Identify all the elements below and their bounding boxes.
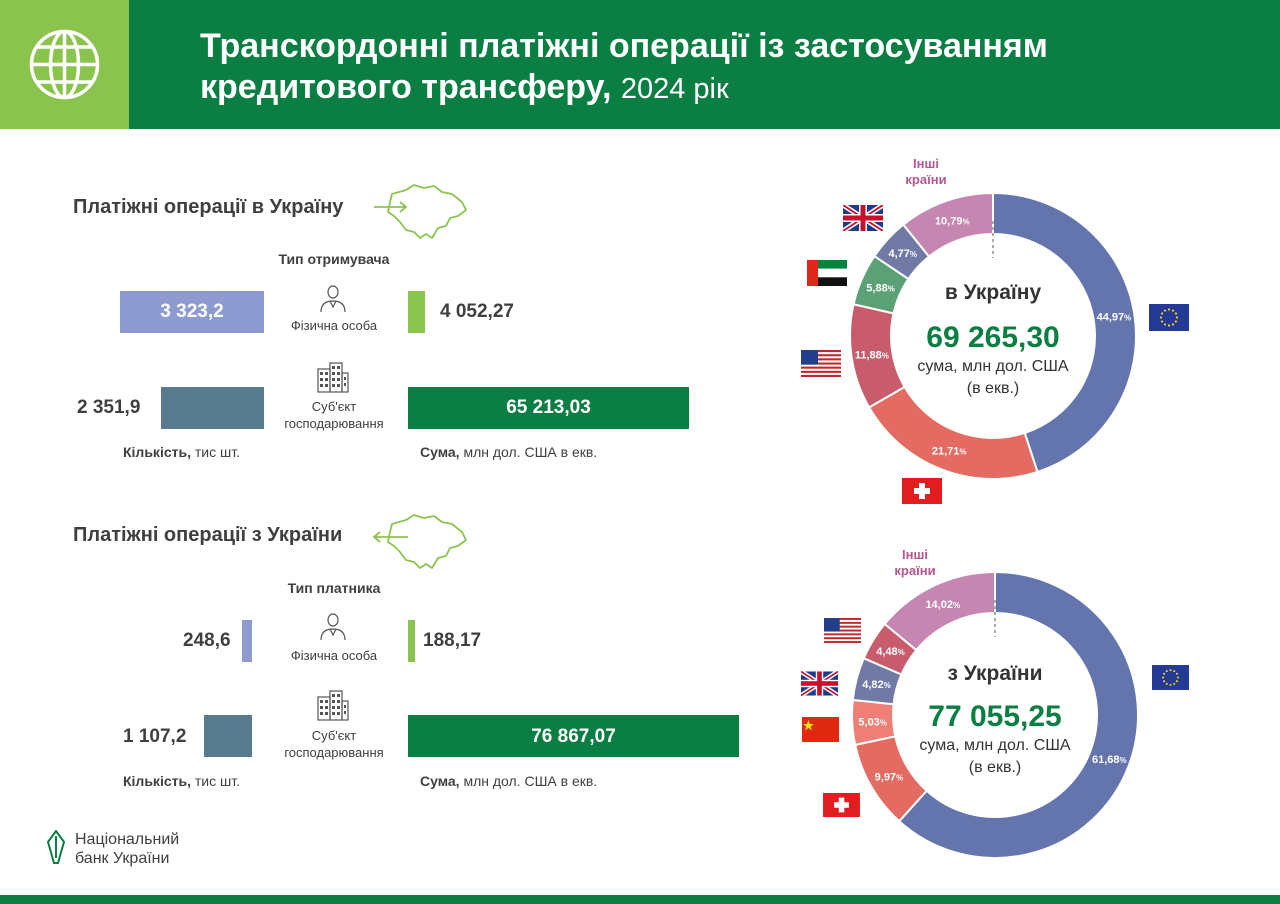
eu-flag-icon — [1152, 665, 1189, 690]
incoming-donut-total: 69 265,30 — [926, 321, 1060, 354]
outgoing-sum-business-bar — [408, 715, 739, 757]
incoming-section-title: Платіжні операції в Україну — [73, 196, 344, 218]
switzerland-flag-icon — [902, 478, 942, 504]
building-icon — [317, 690, 349, 721]
outgoing-section-title: Платіжні операції з України — [73, 524, 343, 546]
nbu-logo-text: Національний банк України — [75, 830, 179, 868]
other-label-line2: країни — [894, 563, 936, 578]
outgoing-count-individual-bar — [242, 620, 252, 662]
incoming-sum-individual-bar — [408, 291, 425, 333]
ukraine-map-arrow-in-icon — [374, 184, 467, 239]
individual-label: Фізична особа — [290, 648, 378, 663]
incoming-count-caption-rest: тис шт. — [190, 444, 240, 460]
incoming-sum-business-value: 65 213,03 — [506, 397, 591, 418]
nbu-name-line2: банк України — [75, 850, 170, 867]
outgoing-donut-title: з України — [947, 662, 1043, 685]
globe-icon — [29, 29, 100, 100]
donut-slice-label-gb: 4,82% — [862, 679, 891, 691]
incoming-sum-caption-rest: млн дол. США в екв. — [459, 444, 598, 460]
donut-slice-eu — [992, 191, 1137, 474]
ukraine-map-arrow-out-icon — [372, 514, 467, 569]
incoming-count-caption-bold: Кількість, — [123, 444, 191, 460]
donut-slice-label-ch: 21,71% — [932, 445, 967, 457]
outgoing-donut-total: 77 055,25 — [928, 700, 1062, 733]
incoming-donut-unit-line2: (в екв.) — [966, 380, 1020, 397]
usa-flag-icon — [824, 618, 861, 643]
incoming-donut-center: в Україну 69 265,30 сума, млн дол. США (… — [893, 281, 1093, 399]
incoming-count-individual-bar — [120, 291, 264, 333]
outgoing-count-caption: Кількість, тис шт. — [123, 773, 240, 789]
recipient-type-heading: Тип отримувача — [278, 251, 390, 267]
uk-flag-icon — [801, 671, 838, 696]
outgoing-sum-caption: Сума, млн дол. США в екв. — [420, 773, 597, 789]
header-banner: Транскордонні платіжні операції із засто… — [0, 0, 1280, 129]
payer-type-heading: Тип платника — [287, 580, 381, 596]
nbu-logo-icon — [47, 830, 65, 864]
donut-slice-ch — [867, 385, 1039, 480]
other-label-line1: Інші — [902, 547, 928, 562]
page-title-main: Транскордонні платіжні операції із засто… — [200, 27, 1048, 106]
donut-slice-label-ch: 9,97% — [875, 771, 904, 783]
outgoing-count-caption-rest: тис шт. — [190, 773, 240, 789]
switzerland-flag-icon — [823, 793, 860, 817]
page-title: Транскордонні платіжні операції із засто… — [200, 26, 1240, 110]
outgoing-count-business-value: 1 107,2 — [123, 726, 187, 747]
nbu-name-line1: Національний — [75, 831, 180, 848]
donut-slice-label-us: 4,48% — [876, 646, 905, 658]
uk-flag-icon — [843, 205, 883, 231]
eu-flag-icon — [1149, 304, 1189, 331]
business-label: Суб'єкт господарювання — [284, 399, 384, 431]
outgoing-sum-individual-bar — [408, 620, 415, 662]
donut-slice-label-other: 10,79% — [935, 215, 970, 227]
individual-label: Фізична особа — [290, 318, 378, 333]
outgoing-sum-business-value: 76 867,07 — [531, 726, 616, 747]
incoming-donut-unit-line1: сума, млн дол. США — [917, 358, 1069, 375]
incoming-count-business-value: 2 351,9 — [77, 397, 141, 418]
outgoing-count-caption-bold: Кількість, — [123, 773, 191, 789]
outgoing-count-individual-value: 248,6 — [183, 630, 231, 651]
outgoing-sum-caption-rest: млн дол. США в екв. — [459, 773, 598, 789]
donut-slice-label-gb: 4,77% — [889, 248, 918, 260]
outgoing-other-countries-label: Інші країни — [875, 547, 955, 579]
person-icon — [320, 613, 346, 641]
page-title-year: 2024 рік — [620, 73, 729, 105]
china-flag-icon — [802, 717, 839, 742]
donut-slice-label-us: 11,88% — [855, 349, 889, 361]
uae-flag-icon — [807, 260, 847, 286]
incoming-donut-title: в Україну — [944, 281, 1042, 304]
outgoing-donut-unit-line2: (в екв.) — [968, 759, 1022, 776]
incoming-other-countries-label: Інші країни — [886, 156, 966, 188]
incoming-sum-business-bar — [408, 387, 689, 429]
donut-slice-label-eu: 61,68% — [1092, 754, 1127, 766]
person-icon — [320, 285, 346, 313]
outgoing-sum-individual-value: 188,17 — [423, 630, 482, 651]
donut-slice-label-cn: 5,03% — [858, 716, 887, 728]
building-icon — [317, 362, 349, 393]
outgoing-donut-center: з України 77 055,25 сума, млн дол. США (… — [895, 662, 1095, 778]
incoming-sum-individual-value: 4 052,27 — [440, 301, 514, 322]
outgoing-count-business-bar — [204, 715, 252, 757]
incoming-count-caption: Кількість, тис шт. — [123, 444, 240, 460]
footer-bar — [0, 895, 1280, 904]
incoming-count-individual-value: 3 323,2 — [160, 301, 224, 322]
business-label: Суб'єкт господарювання — [284, 728, 384, 760]
header-icon-box — [0, 0, 129, 129]
donut-slice-label-other: 14,02% — [925, 599, 960, 611]
donut-slice-label-ae: 5,88% — [866, 282, 895, 294]
outgoing-donut-chart: 61,68% 9,97% 5,03% 4,82% 4,48% 14,02% — [851, 570, 1139, 859]
incoming-donut-chart: 44,97% 21,71% 11,88% 5,88% 4,77% 10,79% — [849, 191, 1137, 480]
donut-slice-other — [883, 570, 996, 652]
donut-slice-label-eu: 44,97% — [1097, 312, 1132, 324]
usa-flag-icon — [801, 350, 841, 377]
other-label-line2: країни — [905, 172, 947, 187]
outgoing-sum-caption-bold: Сума, — [420, 773, 460, 789]
incoming-count-business-bar — [161, 387, 264, 429]
outgoing-donut-unit-line1: сума, млн дол. США — [919, 737, 1071, 754]
incoming-sum-caption: Сума, млн дол. США в екв. — [420, 444, 597, 460]
incoming-sum-caption-bold: Сума, — [420, 444, 460, 460]
donut-slice-other — [901, 191, 994, 258]
donut-slice-eu — [897, 570, 1139, 859]
other-label-line1: Інші — [913, 156, 939, 171]
